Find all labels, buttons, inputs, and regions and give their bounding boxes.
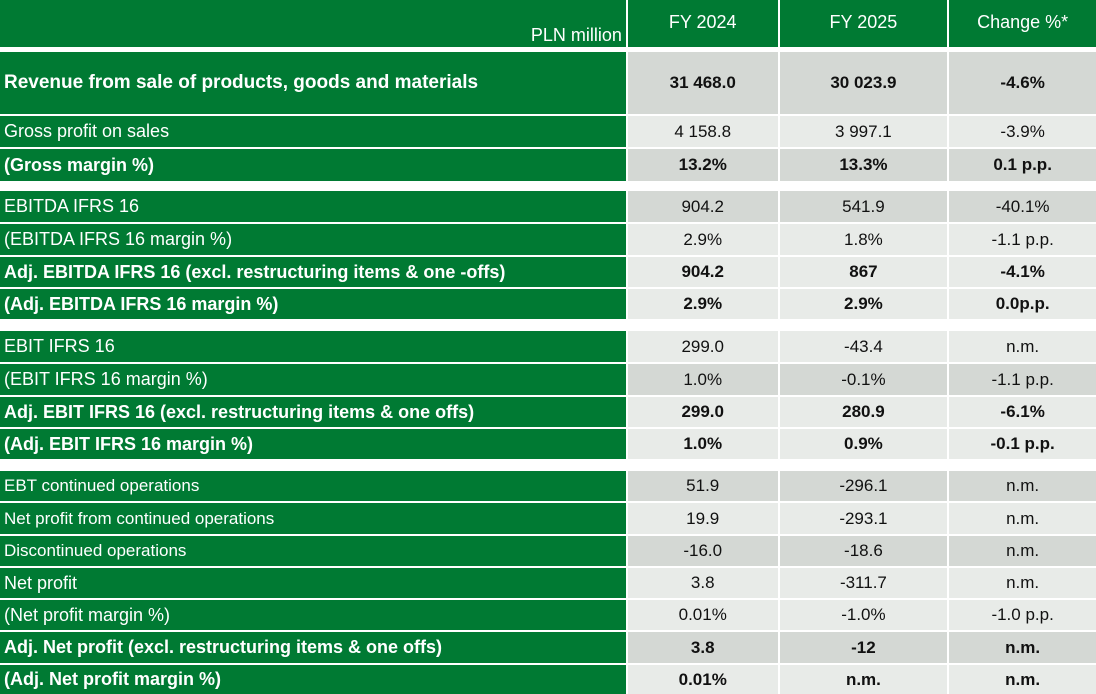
column-header-fy2025: FY 2025 — [779, 0, 948, 47]
fy2025-value: -1.0% — [779, 600, 948, 630]
fy2024-value: 904.2 — [627, 257, 778, 287]
fy2024-value: 31 468.0 — [627, 52, 778, 114]
row-label: Revenue from sale of products, goods and… — [0, 52, 626, 114]
table-row: Net profit 3.8 -311.7 n.m. — [0, 568, 1096, 598]
row-label: (Adj. Net profit margin %) — [0, 665, 626, 694]
change-value: -4.6% — [949, 52, 1096, 114]
row-label: EBIT IFRS 16 — [0, 331, 626, 362]
fy2024-value: 0.01% — [627, 600, 778, 630]
change-value: -40.1% — [949, 191, 1096, 222]
table-row: Revenue from sale of products, goods and… — [0, 52, 1096, 114]
table-header: PLN million FY 2024 FY 2025 Change %* — [0, 0, 1096, 47]
fy2025-value: -296.1 — [779, 471, 948, 501]
change-value: -4.1% — [949, 257, 1096, 287]
change-value: -0.1 p.p. — [949, 429, 1096, 459]
fy2025-value: 867 — [779, 257, 948, 287]
fy2024-value: 4 158.8 — [627, 116, 778, 147]
fy2025-value: -12 — [779, 632, 948, 663]
table-row: EBT continued operations 51.9 -296.1 n.m. — [0, 471, 1096, 501]
row-label: (Gross margin %) — [0, 149, 626, 181]
fy2024-value: 19.9 — [627, 503, 778, 534]
table-row: (Net profit margin %) 0.01% -1.0% -1.0 p.p. — [0, 600, 1096, 630]
row-label: Discontinued operations — [0, 536, 626, 566]
row-label: (Net profit margin %) — [0, 600, 626, 630]
change-value: -1.1 p.p. — [949, 364, 1096, 395]
fy2024-value: 299.0 — [627, 397, 778, 427]
row-label: (Adj. EBIT IFRS 16 margin %) — [0, 429, 626, 459]
row-label: EBITDA IFRS 16 — [0, 191, 626, 222]
change-value: n.m. — [949, 665, 1096, 694]
fy2024-value: -16.0 — [627, 536, 778, 566]
row-label: Adj. EBIT IFRS 16 (excl. restructuring i… — [0, 397, 626, 427]
change-value: -1.0 p.p. — [949, 600, 1096, 630]
row-label: (EBITDA IFRS 16 margin %) — [0, 224, 626, 255]
change-value: -3.9% — [949, 116, 1096, 147]
table-row: Discontinued operations -16.0 -18.6 n.m. — [0, 536, 1096, 566]
table-row: EBIT IFRS 16 299.0 -43.4 n.m. — [0, 331, 1096, 362]
table-row: EBITDA IFRS 16 904.2 541.9 -40.1% — [0, 191, 1096, 222]
fy2025-value: 30 023.9 — [779, 52, 948, 114]
row-label: Net profit — [0, 568, 626, 598]
fy2025-value: 2.9% — [779, 289, 948, 319]
fy2025-value: -311.7 — [779, 568, 948, 598]
table-row: Adj. Net profit (excl. restructuring ite… — [0, 632, 1096, 663]
fy2025-value: 1.8% — [779, 224, 948, 255]
fy2024-value: 2.9% — [627, 224, 778, 255]
row-label: EBT continued operations — [0, 471, 626, 501]
table-row: (Adj. EBIT IFRS 16 margin %) 1.0% 0.9% -0.1… — [0, 429, 1096, 459]
fy2024-value: 299.0 — [627, 331, 778, 362]
change-value: 0.0p.p. — [949, 289, 1096, 319]
fy2024-value: 2.9% — [627, 289, 778, 319]
fy2025-value: -0.1% — [779, 364, 948, 395]
change-value: n.m. — [949, 568, 1096, 598]
fy2024-value: 1.0% — [627, 364, 778, 395]
table-row: (Gross margin %) 13.2% 13.3% 0.1 p.p. — [0, 149, 1096, 181]
row-label: (Adj. EBITDA IFRS 16 margin %) — [0, 289, 626, 319]
change-value: -6.1% — [949, 397, 1096, 427]
table-row: Adj. EBIT IFRS 16 (excl. restructuring i… — [0, 397, 1096, 427]
fy2025-value: -43.4 — [779, 331, 948, 362]
change-value: -1.1 p.p. — [949, 224, 1096, 255]
table-row: (Adj. Net profit margin %) 0.01% n.m. n.m. — [0, 665, 1096, 694]
fy2024-value: 3.8 — [627, 568, 778, 598]
table-row: (EBITDA IFRS 16 margin %) 2.9% 1.8% -1.1 p.… — [0, 224, 1096, 255]
column-header-fy2024: FY 2024 — [627, 0, 778, 47]
fy2025-value: 3 997.1 — [779, 116, 948, 147]
fy2024-value: 3.8 — [627, 632, 778, 663]
change-value: n.m. — [949, 331, 1096, 362]
change-value: n.m. — [949, 471, 1096, 501]
fy2024-value: 51.9 — [627, 471, 778, 501]
fy2024-value: 0.01% — [627, 665, 778, 694]
row-label: Adj. Net profit (excl. restructuring ite… — [0, 632, 626, 663]
fy2025-value: n.m. — [779, 665, 948, 694]
fy2024-value: 1.0% — [627, 429, 778, 459]
table-row: Gross profit on sales 4 158.8 3 997.1 -3.9% — [0, 116, 1096, 147]
row-label: Gross profit on sales — [0, 116, 626, 147]
table-row: (EBIT IFRS 16 margin %) 1.0% -0.1% -1.1 p.p… — [0, 364, 1096, 395]
fy2025-value: 280.9 — [779, 397, 948, 427]
fy2025-value: 541.9 — [779, 191, 948, 222]
fy2025-value: -18.6 — [779, 536, 948, 566]
column-header-change: Change %* — [949, 0, 1096, 47]
row-label: (EBIT IFRS 16 margin %) — [0, 364, 626, 395]
table-row: Adj. EBITDA IFRS 16 (excl. restructuring… — [0, 257, 1096, 287]
table-row: (Adj. EBITDA IFRS 16 margin %) 2.9% 2.9% 0.… — [0, 289, 1096, 319]
fy2025-value: 13.3% — [779, 149, 948, 181]
row-label: Adj. EBITDA IFRS 16 (excl. restructuring… — [0, 257, 626, 287]
row-label: Net profit from continued operations — [0, 503, 626, 534]
change-value: n.m. — [949, 536, 1096, 566]
fy2024-value: 13.2% — [627, 149, 778, 181]
fy2025-value: 0.9% — [779, 429, 948, 459]
fy2024-value: 904.2 — [627, 191, 778, 222]
unit-label: PLN million — [0, 0, 626, 47]
change-value: 0.1 p.p. — [949, 149, 1096, 181]
change-value: n.m. — [949, 632, 1096, 663]
table-row: Net profit from continued operations 19.9… — [0, 503, 1096, 534]
change-value: n.m. — [949, 503, 1096, 534]
fy2025-value: -293.1 — [779, 503, 948, 534]
